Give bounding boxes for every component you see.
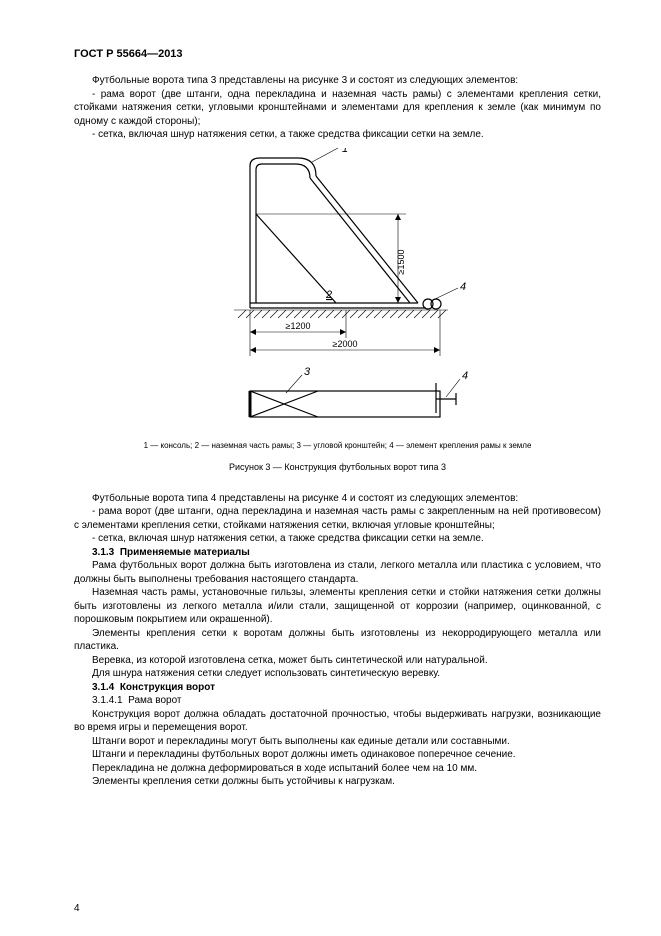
list-item: - сетка, включая шнур натяжения сетки, а… <box>74 128 601 142</box>
paragraph: Перекладина не должна деформироваться в … <box>74 762 601 776</box>
figure-legend: 1 — консоль; 2 — наземная часть рамы; 3 … <box>144 441 532 450</box>
callout-4: 4 <box>460 281 466 293</box>
paragraph: Футбольные ворота типа 3 представлены на… <box>74 74 601 88</box>
list-item: - рама ворот (две штанги, одна переклади… <box>74 88 601 129</box>
figure-area: ≥1500 ≥1200 ≥2000 1 2 <box>74 148 601 486</box>
page: ГОСТ Р 55664—2013 Футбольные ворота типа… <box>0 0 661 936</box>
paragraph: Элементы крепления сетки к воротам должн… <box>74 627 601 654</box>
paragraph: Наземная часть рамы, установочные гильзы… <box>74 586 601 627</box>
callout-4-bottom: 4 <box>462 370 468 382</box>
standard-heading: ГОСТ Р 55664—2013 <box>74 48 601 60</box>
section-title: Конструкция ворот <box>120 682 215 693</box>
subsection-title: Рама ворот <box>128 695 181 706</box>
intro-block-type4: Футбольные ворота типа 4 представлены на… <box>74 492 601 789</box>
list-item: - рама ворот (две штанги, одна переклади… <box>74 505 601 532</box>
page-number: 4 <box>74 903 80 914</box>
section-number: 3.1.3 <box>92 547 114 558</box>
callout-3: 3 <box>304 366 311 378</box>
dimension-w2: ≥2000 <box>332 339 357 349</box>
dimension-w1: ≥1200 <box>285 321 310 331</box>
paragraph: Рама футбольных ворот должна быть изгото… <box>74 559 601 586</box>
paragraph: Веревка, из которой изготовлена сетка, м… <box>74 654 601 668</box>
paragraph: Футбольные ворота типа 4 представлены на… <box>74 492 601 506</box>
dimension-height: ≥1500 <box>396 249 406 274</box>
callout-2: 2 <box>325 289 332 301</box>
paragraph: Для шнура натяжения сетки следует исполь… <box>74 667 601 681</box>
subsection-number: 3.1.4.1 <box>92 695 123 706</box>
list-item: - сетка, включая шнур натяжения сетки, а… <box>74 532 601 546</box>
paragraph: Штанги ворот и перекладины могут быть вы… <box>74 735 601 749</box>
paragraph: Элементы крепления сетки должны быть уст… <box>74 775 601 789</box>
section-heading: 3.1.3 Применяемые материалы <box>74 546 601 560</box>
figure-top-view: 3 4 <box>188 363 488 433</box>
section-title: Применяемые материалы <box>120 547 250 558</box>
figure-caption: Рисунок 3 — Конструкция футбольных ворот… <box>229 462 446 472</box>
paragraph: Штанги и перекладины футбольных ворот до… <box>74 748 601 762</box>
paragraph: Конструкция ворот должна обладать достат… <box>74 708 601 735</box>
section-number: 3.1.4 <box>92 682 114 693</box>
figure-side-view: ≥1500 ≥1200 ≥2000 1 2 <box>188 148 488 363</box>
section-heading: 3.1.4 Конструкция ворот <box>74 681 601 695</box>
callout-1: 1 <box>342 148 348 155</box>
subsection-heading: 3.1.4.1 Рама ворот <box>74 694 601 708</box>
intro-block-type3: Футбольные ворота типа 3 представлены на… <box>74 74 601 142</box>
